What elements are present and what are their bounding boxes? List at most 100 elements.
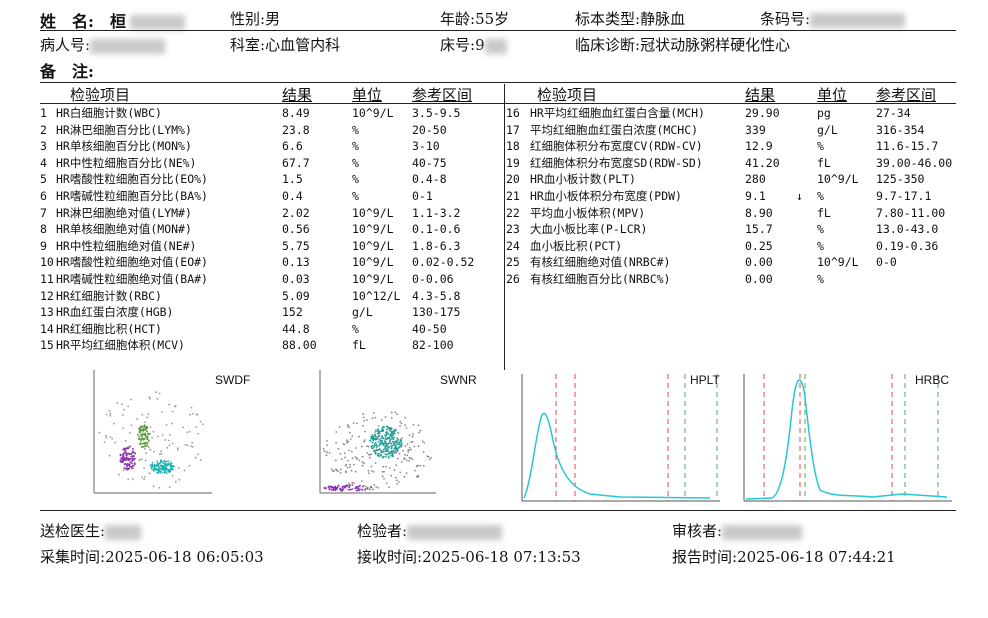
swdf-lym-dot bbox=[132, 464, 135, 467]
swnr-background-dot bbox=[363, 439, 366, 441]
swdf-background-dot bbox=[149, 426, 152, 428]
col-result-left: 结果 bbox=[282, 86, 313, 104]
swnr-cluster-dot bbox=[371, 444, 374, 447]
reviewer-field: 审核者: bbox=[672, 520, 803, 541]
cell-no: 26 bbox=[506, 272, 520, 286]
swdf-mon-dot bbox=[144, 433, 147, 436]
col-range-left: 参考区间 bbox=[412, 86, 473, 104]
swdf-background-dot bbox=[169, 434, 171, 436]
swnr-background-dot bbox=[395, 479, 398, 482]
swnr-cluster-dot bbox=[398, 446, 401, 449]
swnr-background-dot bbox=[417, 445, 420, 448]
swnr-background-dot bbox=[361, 461, 364, 464]
swnr-ghost-dot bbox=[361, 488, 364, 491]
swdf-lym-dot bbox=[124, 451, 126, 453]
swdf-background-dot bbox=[143, 467, 145, 469]
swdf-background-dot bbox=[141, 476, 143, 479]
swdf-ne-dot bbox=[153, 469, 156, 471]
cell-range: 9.7-17.1 bbox=[876, 189, 932, 203]
cell-result: 5.75 bbox=[282, 238, 310, 253]
swnr-background-dot bbox=[419, 464, 422, 467]
swdf-background-dot bbox=[184, 443, 187, 446]
cell-range: 1.8-6.3 bbox=[412, 238, 461, 253]
swnr-cluster-dot bbox=[397, 438, 399, 441]
cell-unit: fL bbox=[817, 155, 831, 170]
cell-no: 9 bbox=[40, 238, 47, 253]
swdf-background-dot bbox=[158, 486, 161, 489]
header-divider bbox=[40, 30, 956, 31]
swdf-lym-dot bbox=[125, 452, 128, 455]
swnr-cluster-dot bbox=[392, 455, 394, 458]
swnr-background-dot bbox=[347, 459, 349, 462]
swnr-cluster-dot bbox=[399, 441, 401, 444]
swnr-cluster-dot bbox=[382, 448, 385, 451]
swdf-background-dot bbox=[139, 436, 141, 438]
swnr-cluster-dot bbox=[375, 435, 377, 438]
patient-id-field: 病人号: bbox=[40, 34, 166, 55]
swnr-background-dot bbox=[410, 441, 412, 444]
swnr-background-dot bbox=[361, 455, 364, 458]
swnr-cluster-dot bbox=[400, 442, 403, 445]
swnr-cluster-dot bbox=[400, 445, 402, 448]
swnr-cluster-dot bbox=[386, 443, 388, 446]
cell-unit: % bbox=[352, 172, 359, 187]
cell-unit: 10^9/L bbox=[352, 222, 394, 237]
swnr-background-dot bbox=[326, 444, 329, 447]
swnr-label: SWNR bbox=[440, 373, 477, 387]
swdf-lym-dot bbox=[125, 447, 128, 450]
swdf-lym-dot bbox=[129, 466, 132, 468]
swdf-background-dot bbox=[127, 405, 129, 408]
swdf-background-dot bbox=[171, 410, 174, 413]
swnr-background-dot bbox=[372, 471, 375, 473]
swdf-background-dot bbox=[147, 446, 150, 448]
swnr-ghost-dot bbox=[356, 489, 359, 492]
swnr-cluster-dot bbox=[377, 432, 379, 435]
cell-name: 平均血小板体积(MPV) bbox=[530, 205, 646, 220]
swnr-background-dot bbox=[351, 482, 354, 484]
swnr-background-dot bbox=[430, 456, 432, 459]
swdf-background-dot bbox=[188, 464, 191, 467]
swnr-cluster-dot bbox=[372, 450, 375, 452]
swnr-ghost-dot bbox=[355, 486, 357, 489]
cell-no: 6 bbox=[40, 189, 47, 203]
swdf-background-dot bbox=[127, 478, 130, 481]
cell-unit: % bbox=[817, 222, 824, 237]
cell-range: 0-0.06 bbox=[412, 272, 454, 286]
swdf-ne-dot bbox=[159, 461, 162, 464]
swdf-background-dot bbox=[105, 436, 108, 439]
swdf-ne-dot bbox=[161, 471, 164, 474]
swnr-cluster-dot bbox=[396, 450, 399, 453]
name-value: 桓 bbox=[110, 8, 186, 32]
swnr-background-dot bbox=[374, 416, 377, 419]
swnr-background-dot bbox=[350, 450, 353, 453]
cell-no: 7 bbox=[40, 205, 47, 220]
swnr-background-dot bbox=[342, 443, 345, 445]
cell-no: 13 bbox=[40, 305, 54, 320]
swnr-ghost-dot bbox=[349, 488, 352, 491]
swnr-background-dot bbox=[339, 471, 342, 474]
swnr-background-dot bbox=[417, 424, 420, 427]
swdf-background-dot bbox=[197, 432, 200, 435]
gender-field: 性别:男 bbox=[230, 10, 281, 28]
swnr-background-dot bbox=[362, 416, 365, 419]
cell-unit: 10^9/L bbox=[352, 205, 394, 220]
swnr-cluster-dot bbox=[390, 454, 392, 457]
swnr-background-dot bbox=[351, 435, 354, 437]
swnr-cluster-dot bbox=[380, 449, 382, 452]
swnr-scattergram bbox=[318, 370, 436, 495]
swdf-background-dot bbox=[195, 426, 198, 428]
swnr-background-dot bbox=[373, 412, 375, 414]
cell-unit: % bbox=[817, 189, 824, 203]
swdf-lym-dot bbox=[130, 467, 133, 470]
cell-range: 40-75 bbox=[412, 155, 447, 170]
cell-unit: 10^9/L bbox=[352, 238, 394, 253]
swdf-ne-dot bbox=[153, 466, 156, 469]
swdf-background-dot bbox=[149, 448, 152, 451]
swdf-background-dot bbox=[124, 439, 127, 442]
swdf-background-dot bbox=[156, 398, 159, 400]
col-unit-left: 单位 bbox=[352, 86, 383, 104]
swnr-cluster-dot bbox=[381, 439, 383, 442]
swdf-lym-dot bbox=[124, 463, 126, 466]
swdf-lym-dot bbox=[128, 458, 131, 461]
swnr-background-dot bbox=[364, 430, 366, 433]
